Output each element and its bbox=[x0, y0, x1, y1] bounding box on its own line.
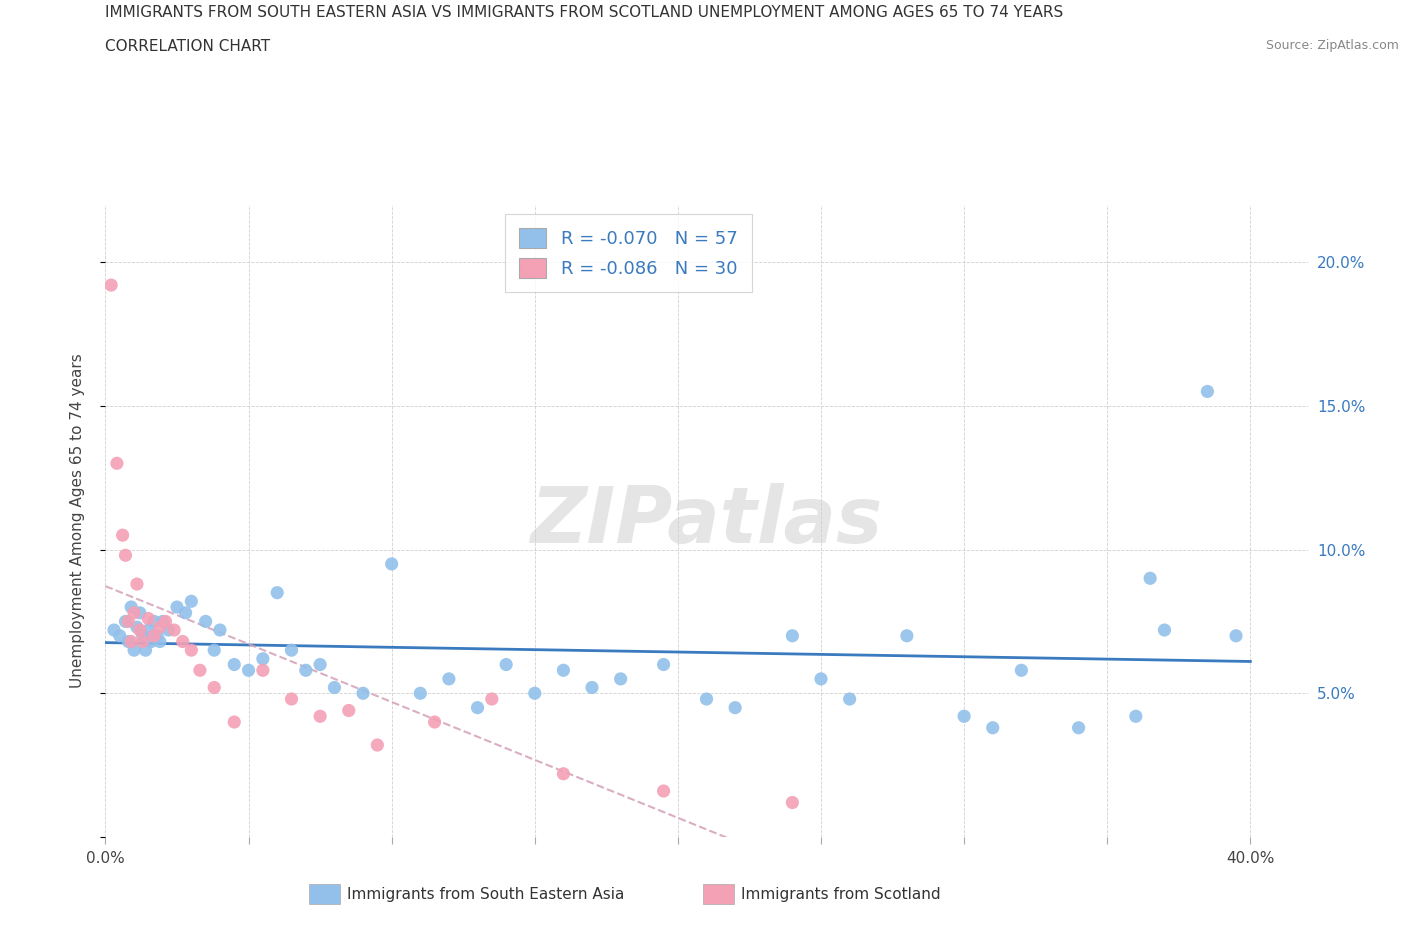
Point bbox=[266, 585, 288, 600]
Point bbox=[295, 663, 318, 678]
Point bbox=[1010, 663, 1032, 678]
Point bbox=[238, 663, 260, 678]
Point bbox=[337, 703, 360, 718]
Point bbox=[495, 658, 517, 672]
Text: IMMIGRANTS FROM SOUTH EASTERN ASIA VS IMMIGRANTS FROM SCOTLAND UNEMPLOYMENT AMON: IMMIGRANTS FROM SOUTH EASTERN ASIA VS IM… bbox=[105, 5, 1064, 20]
Point bbox=[141, 634, 163, 649]
Point bbox=[1153, 622, 1175, 637]
Point bbox=[172, 634, 194, 649]
Point bbox=[810, 671, 832, 686]
Point bbox=[523, 685, 546, 700]
Point bbox=[724, 700, 747, 715]
Point bbox=[202, 643, 225, 658]
Point bbox=[135, 643, 157, 658]
Point bbox=[202, 680, 225, 695]
Point bbox=[146, 629, 169, 644]
Point bbox=[652, 658, 675, 672]
Text: Immigrants from South Eastern Asia: Immigrants from South Eastern Asia bbox=[347, 887, 624, 902]
Point bbox=[117, 634, 139, 649]
Point bbox=[138, 611, 160, 626]
Point bbox=[111, 527, 134, 542]
Point bbox=[409, 685, 432, 700]
Point bbox=[194, 614, 217, 629]
Point bbox=[381, 556, 404, 571]
Point bbox=[224, 658, 246, 672]
Text: Source: ZipAtlas.com: Source: ZipAtlas.com bbox=[1265, 39, 1399, 52]
Point bbox=[138, 622, 160, 637]
Point bbox=[309, 658, 332, 672]
Point bbox=[120, 600, 142, 615]
Point bbox=[953, 709, 976, 724]
Point bbox=[366, 737, 388, 752]
Point bbox=[1125, 709, 1147, 724]
Point bbox=[149, 634, 172, 649]
Point bbox=[423, 714, 446, 729]
Text: ZIPatlas: ZIPatlas bbox=[530, 483, 883, 559]
Point bbox=[224, 714, 246, 729]
Point bbox=[120, 634, 142, 649]
Point bbox=[481, 692, 503, 707]
Point bbox=[581, 680, 603, 695]
Point bbox=[252, 651, 274, 666]
Point bbox=[117, 614, 139, 629]
Point bbox=[352, 685, 374, 700]
Point bbox=[105, 456, 128, 471]
Point bbox=[143, 629, 166, 644]
Point bbox=[609, 671, 631, 686]
Point bbox=[103, 622, 125, 637]
Point bbox=[166, 600, 188, 615]
Point bbox=[553, 663, 575, 678]
Point bbox=[122, 605, 145, 620]
Point bbox=[122, 643, 145, 658]
Point bbox=[131, 629, 153, 644]
Point bbox=[981, 721, 1004, 736]
Point bbox=[553, 766, 575, 781]
Text: CORRELATION CHART: CORRELATION CHART bbox=[105, 39, 270, 54]
Point bbox=[467, 700, 489, 715]
Point bbox=[128, 622, 150, 637]
Point bbox=[100, 278, 122, 293]
Point bbox=[782, 795, 804, 810]
Point bbox=[323, 680, 346, 695]
Point bbox=[180, 643, 202, 658]
Text: Immigrants from Scotland: Immigrants from Scotland bbox=[741, 887, 941, 902]
Point bbox=[180, 594, 202, 609]
Point bbox=[208, 622, 231, 637]
Point bbox=[128, 605, 150, 620]
Point bbox=[131, 634, 153, 649]
Point bbox=[309, 709, 332, 724]
Legend: R = -0.070   N = 57, R = -0.086   N = 30: R = -0.070 N = 57, R = -0.086 N = 30 bbox=[505, 214, 752, 292]
Point bbox=[1225, 629, 1247, 644]
Point bbox=[155, 614, 177, 629]
Point bbox=[125, 577, 148, 591]
Point bbox=[896, 629, 918, 644]
Point bbox=[280, 643, 302, 658]
Point bbox=[782, 629, 804, 644]
Point bbox=[1197, 384, 1219, 399]
Point bbox=[114, 614, 136, 629]
Point bbox=[252, 663, 274, 678]
Point bbox=[188, 663, 211, 678]
Point bbox=[163, 622, 186, 637]
Point bbox=[143, 614, 166, 629]
Point bbox=[125, 619, 148, 634]
Y-axis label: Unemployment Among Ages 65 to 74 years: Unemployment Among Ages 65 to 74 years bbox=[70, 353, 84, 688]
Point bbox=[114, 548, 136, 563]
Point bbox=[149, 619, 172, 634]
Point bbox=[108, 629, 131, 644]
Point bbox=[838, 692, 860, 707]
Point bbox=[696, 692, 718, 707]
Point bbox=[157, 622, 180, 637]
Point bbox=[174, 605, 197, 620]
Point bbox=[152, 614, 174, 629]
Point bbox=[652, 784, 675, 799]
Point bbox=[1139, 571, 1161, 586]
Point bbox=[1067, 721, 1090, 736]
Point bbox=[437, 671, 460, 686]
Point bbox=[280, 692, 302, 707]
